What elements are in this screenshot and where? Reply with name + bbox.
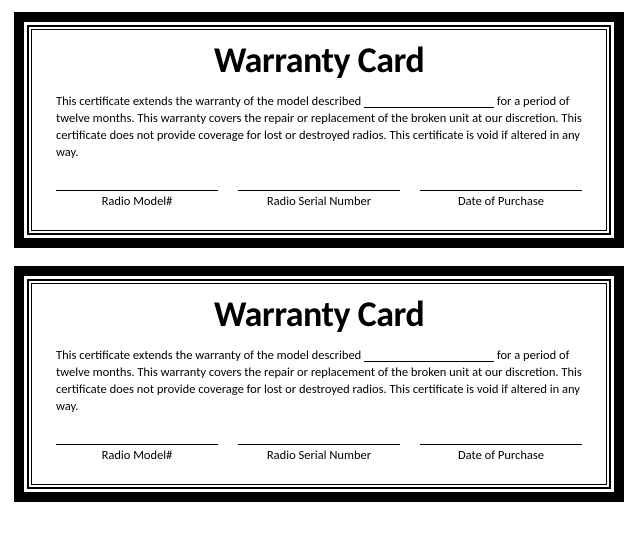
model-blank-line xyxy=(364,107,494,108)
warranty-card-1: Warranty Card This certificate extends t… xyxy=(14,12,624,248)
card-title: Warranty Card xyxy=(56,292,582,336)
body-text-pre: This certificate extends the warranty of… xyxy=(56,348,364,363)
card-title: Warranty Card xyxy=(56,38,582,82)
body-text-pre: This certificate extends the warranty of… xyxy=(56,94,364,109)
card-border-inner: Warranty Card This certificate extends t… xyxy=(31,29,607,231)
model-blank-line xyxy=(364,361,494,362)
signature-fields: Radio Model# Radio Serial Number Date of… xyxy=(56,190,582,209)
field-serial-number: Radio Serial Number xyxy=(238,190,400,209)
card-body: This certificate extends the warranty of… xyxy=(56,94,582,162)
field-radio-model: Radio Model# xyxy=(56,444,218,463)
card-body: This certificate extends the warranty of… xyxy=(56,348,582,416)
field-label: Radio Model# xyxy=(56,194,218,209)
warranty-card-2: Warranty Card This certificate extends t… xyxy=(14,266,624,502)
card-border-mid: Warranty Card This certificate extends t… xyxy=(27,25,611,235)
field-line xyxy=(420,444,582,445)
field-date-purchase: Date of Purchase xyxy=(420,444,582,463)
field-line xyxy=(420,190,582,191)
field-label: Radio Serial Number xyxy=(238,194,400,209)
signature-fields: Radio Model# Radio Serial Number Date of… xyxy=(56,444,582,463)
field-date-purchase: Date of Purchase xyxy=(420,190,582,209)
field-line xyxy=(56,190,218,191)
field-label: Date of Purchase xyxy=(420,194,582,209)
field-line xyxy=(238,444,400,445)
field-label: Date of Purchase xyxy=(420,448,582,463)
field-line xyxy=(56,444,218,445)
field-label: Radio Model# xyxy=(56,448,218,463)
card-border-mid: Warranty Card This certificate extends t… xyxy=(27,279,611,489)
field-serial-number: Radio Serial Number xyxy=(238,444,400,463)
card-border-inner: Warranty Card This certificate extends t… xyxy=(31,283,607,485)
field-line xyxy=(238,190,400,191)
field-label: Radio Serial Number xyxy=(238,448,400,463)
field-radio-model: Radio Model# xyxy=(56,190,218,209)
